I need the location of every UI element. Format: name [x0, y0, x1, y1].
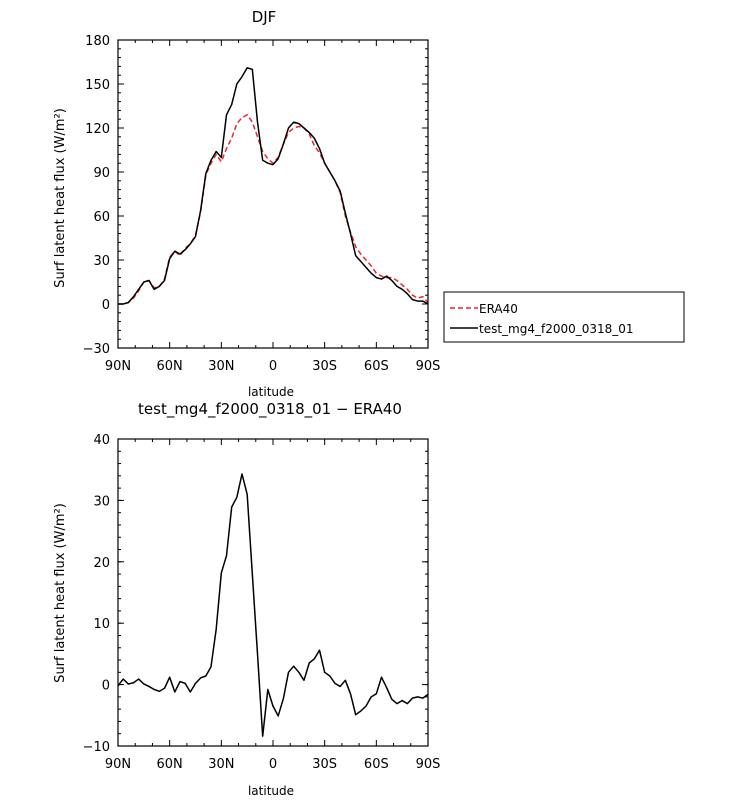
x-tick-label: 60S	[364, 359, 389, 374]
x-axis-label: latitude	[248, 784, 294, 798]
y-tick-label: −30	[83, 342, 110, 357]
legend-label-test: test_mg4_f2000_0318_01	[479, 322, 634, 336]
x-tick-label: 30S	[312, 359, 337, 374]
chart-panel-djf: DJF 90N 60N 30N 0 30S 60S 90S −30 0 30 60 90 120 150 1…	[53, 8, 685, 399]
chart-title: test_mg4_f2000_0318_01 − ERA40	[138, 400, 402, 419]
y-axis-label: Surf latent heat flux (W/m²)	[53, 108, 68, 288]
legend-box	[443, 291, 685, 343]
x-tick-label: 90N	[105, 359, 131, 374]
x-tick-label: 30S	[312, 757, 337, 772]
y-tick-label: 120	[85, 122, 110, 137]
series-line-difference	[117, 473, 429, 737]
tick-layer: 90N 60N 30N 0 30S 60S 90S −10 0 10 20 30 40	[83, 433, 441, 772]
y-tick-label: 180	[85, 34, 110, 49]
series-line-test-mg4-f2000-0318-01	[118, 67, 429, 305]
y-tick-label: 10	[93, 617, 110, 632]
y-tick-label: 0	[102, 679, 110, 694]
x-tick-label: 30N	[208, 757, 234, 772]
y-axis-label: Surf latent heat flux (W/m²)	[53, 503, 68, 683]
x-tick-label: 60N	[157, 757, 183, 772]
x-tick-label: 90S	[416, 359, 441, 374]
y-tick-label: −10	[83, 740, 110, 755]
x-tick-label: 60S	[364, 757, 389, 772]
x-tick-label: 90N	[105, 757, 131, 772]
y-tick-label: 150	[85, 78, 110, 93]
y-tick-label: 30	[93, 254, 110, 269]
legend: ERA40 test_mg4_f2000_0318_01	[443, 291, 685, 343]
y-tick-label: 90	[93, 166, 110, 181]
y-tick-label: 0	[102, 298, 110, 313]
series-layer	[117, 473, 429, 737]
y-tick-label: 40	[93, 433, 110, 448]
x-tick-label: 60N	[157, 359, 183, 374]
series-line-era40	[118, 114, 429, 305]
plot-frame	[117, 438, 429, 747]
chart-panel-difference: test_mg4_f2000_0318_01 − ERA40 90N 60N 30N…	[53, 400, 440, 798]
x-tick-label: 0	[269, 359, 277, 374]
plot-frame	[117, 39, 429, 349]
chart-title: DJF	[252, 8, 277, 26]
x-axis-label: latitude	[248, 385, 294, 399]
x-tick-label: 30N	[208, 359, 234, 374]
tick-layer: 90N 60N 30N 0 30S 60S 90S −30 0 30 60 90 120 150 180	[83, 34, 441, 374]
x-tick-label: 0	[269, 757, 277, 772]
legend-label-era40: ERA40	[479, 302, 518, 316]
y-tick-label: 60	[93, 210, 110, 225]
series-layer	[118, 67, 429, 305]
y-tick-label: 20	[93, 556, 110, 571]
x-tick-label: 90S	[416, 757, 441, 772]
y-tick-label: 30	[93, 494, 110, 509]
